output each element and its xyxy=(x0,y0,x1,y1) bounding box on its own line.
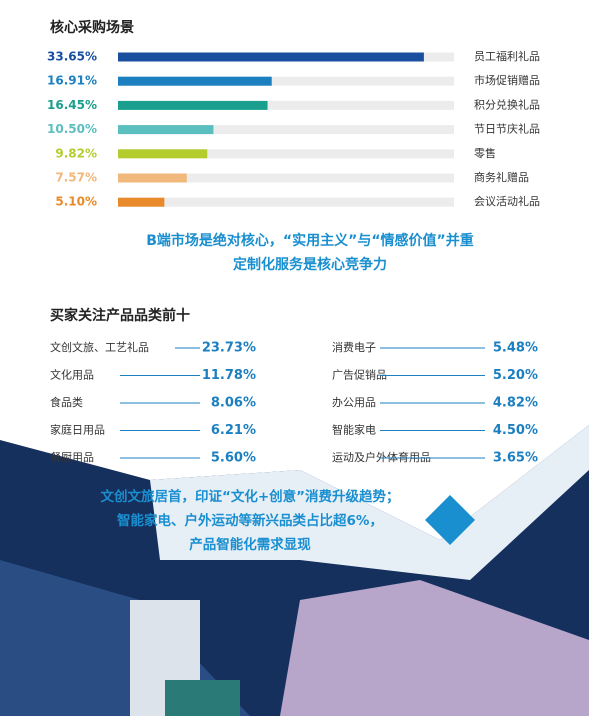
value-label: 16.45% xyxy=(47,98,97,112)
category-name: 文化用品 xyxy=(50,368,94,382)
category-value: 5.60% xyxy=(211,451,256,466)
bar-track xyxy=(118,197,454,207)
category-value: 5.20% xyxy=(493,368,538,383)
bar-track xyxy=(118,173,454,183)
decor-diamond xyxy=(425,495,475,545)
bar xyxy=(118,76,272,86)
category-name: 家庭日用品 xyxy=(50,423,105,437)
bar xyxy=(118,125,214,135)
category-label: 市场促销赠品 xyxy=(474,73,540,87)
category-value: 23.73% xyxy=(202,341,256,356)
headline: 定制化服务是核心竞争力 xyxy=(233,256,387,273)
bar xyxy=(118,173,187,183)
bar xyxy=(118,197,165,207)
category-label: 积分兑换礼品 xyxy=(474,97,540,111)
category-value: 8.06% xyxy=(211,396,256,411)
closing-line: 文创文旅居首，印证“文化+创意”消费升级趋势； xyxy=(100,488,399,505)
category-value: 4.50% xyxy=(493,423,538,438)
photo-light-area xyxy=(150,425,589,580)
value-label: 33.65% xyxy=(47,50,97,64)
bar-track xyxy=(118,125,454,135)
closing-line: 智能家电、户外运动等新兴品类占比超6%， xyxy=(117,512,383,529)
category-name: 办公用品 xyxy=(332,396,376,409)
bar-track xyxy=(118,100,454,110)
category-label: 节日节庆礼品 xyxy=(474,122,540,136)
value-label: 16.91% xyxy=(47,74,97,88)
section-title: 买家关注产品品类前十 xyxy=(50,307,190,324)
category-name: 餐厨用品 xyxy=(50,450,94,464)
photo-object xyxy=(165,680,240,716)
category-name: 运动及户外体育用品 xyxy=(332,450,431,464)
bar-track xyxy=(118,76,454,86)
category-value: 4.82% xyxy=(493,396,538,411)
chart-title: 核心采购场景 xyxy=(50,19,134,36)
value-label: 9.82% xyxy=(55,146,97,160)
category-name: 智能家电 xyxy=(332,423,376,437)
closing-line: 产品智能化需求显现 xyxy=(189,536,311,553)
bar xyxy=(118,100,268,110)
category-label: 会议活动礼品 xyxy=(474,194,540,208)
category-value: 5.48% xyxy=(493,341,538,356)
category-value: 11.78% xyxy=(202,368,256,383)
bar xyxy=(118,52,424,62)
category-name: 广告促销品 xyxy=(332,368,387,382)
bar-track xyxy=(118,149,454,159)
category-label: 商务礼赠品 xyxy=(474,170,529,184)
category-name: 食品类 xyxy=(50,395,83,409)
value-label: 5.10% xyxy=(55,195,97,209)
category-value: 6.21% xyxy=(211,423,256,438)
headline: B端市场是绝对核心，“实用主义”与“情感价值”并重 xyxy=(146,232,473,249)
bar xyxy=(118,149,208,159)
category-label: 员工福利礼品 xyxy=(474,49,540,63)
value-label: 10.50% xyxy=(47,122,97,136)
category-label: 零售 xyxy=(474,146,496,160)
category-value: 3.65% xyxy=(493,451,538,466)
value-label: 7.57% xyxy=(55,171,97,185)
category-name: 文创文旅、工艺礼品 xyxy=(50,340,149,354)
category-name: 消费电子 xyxy=(332,340,376,354)
photo-object xyxy=(280,580,589,716)
